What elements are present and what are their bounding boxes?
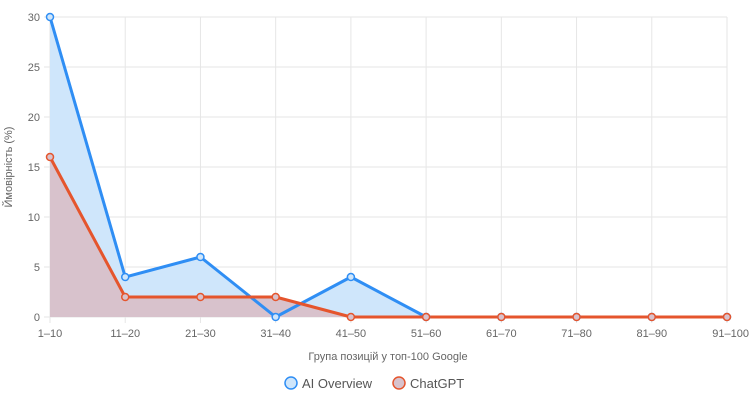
legend-label[interactable]: ChatGPT xyxy=(410,376,464,391)
data-point-series-2[interactable] xyxy=(120,292,130,302)
x-tick-label: 71–80 xyxy=(561,328,592,340)
data-point-series-2[interactable] xyxy=(346,312,356,322)
y-tick-label: 0 xyxy=(34,312,40,324)
data-point-series-2[interactable] xyxy=(45,152,55,162)
data-point-series-2[interactable] xyxy=(647,312,657,322)
data-point-series-1[interactable] xyxy=(45,12,55,22)
data-point-series-2[interactable] xyxy=(497,312,506,322)
y-tick-label: 30 xyxy=(28,12,40,24)
data-point-series-1[interactable] xyxy=(271,312,280,322)
x-tick-label: 61–70 xyxy=(486,328,517,340)
y-tick-label: 10 xyxy=(28,212,40,224)
series-lines xyxy=(48,16,727,319)
legend-marker[interactable] xyxy=(392,376,406,390)
x-axis-title: Група позицій у топ-100 Google xyxy=(308,351,467,363)
grid xyxy=(44,16,728,323)
area-series-2 xyxy=(50,157,727,317)
x-tick-label: 21–30 xyxy=(185,328,216,340)
legend-label[interactable]: AI Overview xyxy=(302,376,373,391)
x-axis-ticks: 1–10 11–20 21–30 31–40 41–50 51–60 61–70 71–80 8… xyxy=(38,328,749,340)
x-tick-label: 31–40 xyxy=(260,328,291,340)
series-areas xyxy=(50,17,727,317)
y-tick-label: 15 xyxy=(28,162,40,174)
y-tick-label: 5 xyxy=(34,262,40,274)
x-tick-label: 91–100 xyxy=(712,328,749,340)
data-point-series-2[interactable] xyxy=(421,312,431,322)
x-tick-label: 11–20 xyxy=(110,328,140,340)
data-point-series-1[interactable] xyxy=(346,272,356,282)
data-point-series-2[interactable] xyxy=(572,312,581,322)
data-point-series-2[interactable] xyxy=(722,312,732,322)
y-axis-title: Ймовірність (%) xyxy=(2,127,15,208)
y-tick-label: 25 xyxy=(28,62,40,74)
data-point-series-1[interactable] xyxy=(120,272,130,282)
x-tick-label: 81–90 xyxy=(636,328,667,340)
line-series-2 xyxy=(48,156,727,319)
series-points xyxy=(45,12,732,322)
x-tick-label: 1–10 xyxy=(38,328,62,340)
data-point-series-2[interactable] xyxy=(271,292,280,302)
data-point-series-2[interactable] xyxy=(196,292,205,302)
y-tick-label: 20 xyxy=(28,112,40,124)
legend: AI Overview ChatGPT xyxy=(284,376,464,391)
x-tick-label: 51–60 xyxy=(411,328,442,340)
data-point-series-1[interactable] xyxy=(196,252,205,262)
y-axis-ticks: 0 5 10 15 20 25 30 xyxy=(28,12,40,324)
legend-marker[interactable] xyxy=(284,376,298,390)
x-tick-label: 41–50 xyxy=(336,328,367,340)
